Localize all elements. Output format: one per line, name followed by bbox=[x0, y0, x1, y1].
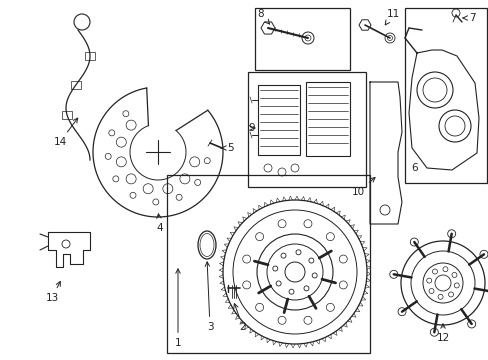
Text: 10: 10 bbox=[351, 177, 374, 197]
Text: 7: 7 bbox=[462, 13, 474, 23]
Text: 8: 8 bbox=[257, 9, 269, 24]
Bar bbox=[167, 175, 369, 353]
Bar bbox=[247, 72, 365, 187]
Bar bbox=[85, 52, 95, 60]
Text: 11: 11 bbox=[385, 9, 399, 25]
Text: 12: 12 bbox=[435, 324, 448, 343]
Text: 5: 5 bbox=[221, 143, 233, 153]
Text: 4: 4 bbox=[156, 214, 163, 233]
Bar bbox=[404, 8, 486, 183]
Bar bbox=[305, 82, 349, 156]
Bar bbox=[258, 85, 299, 155]
Text: 14: 14 bbox=[53, 118, 78, 147]
Text: 2: 2 bbox=[233, 303, 246, 332]
Text: 9: 9 bbox=[248, 123, 255, 133]
Text: 1: 1 bbox=[174, 269, 181, 348]
Text: 6: 6 bbox=[411, 163, 417, 173]
Bar bbox=[71, 81, 81, 89]
Text: 13: 13 bbox=[45, 282, 60, 303]
Text: 3: 3 bbox=[205, 262, 213, 332]
Bar bbox=[62, 111, 72, 118]
Bar bbox=[254, 8, 349, 70]
